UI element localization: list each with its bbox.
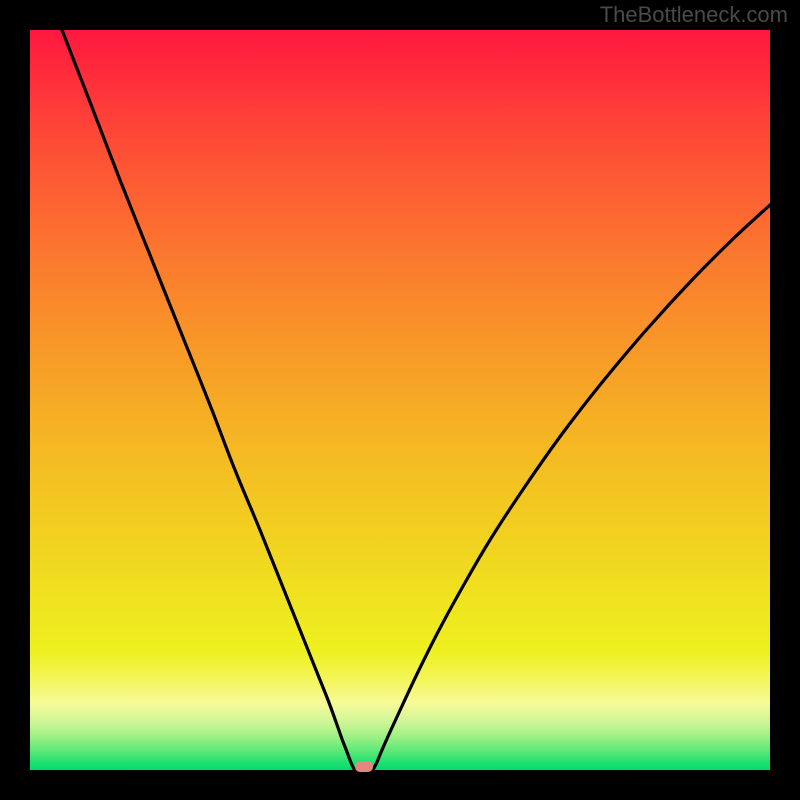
- watermark-label: TheBottleneck.com: [600, 2, 788, 28]
- optimum-marker: [355, 761, 373, 772]
- curve-left-branch: [62, 30, 355, 770]
- curve-right-branch: [373, 205, 770, 770]
- bottleneck-curve: [30, 30, 770, 770]
- plot-area: [30, 30, 770, 770]
